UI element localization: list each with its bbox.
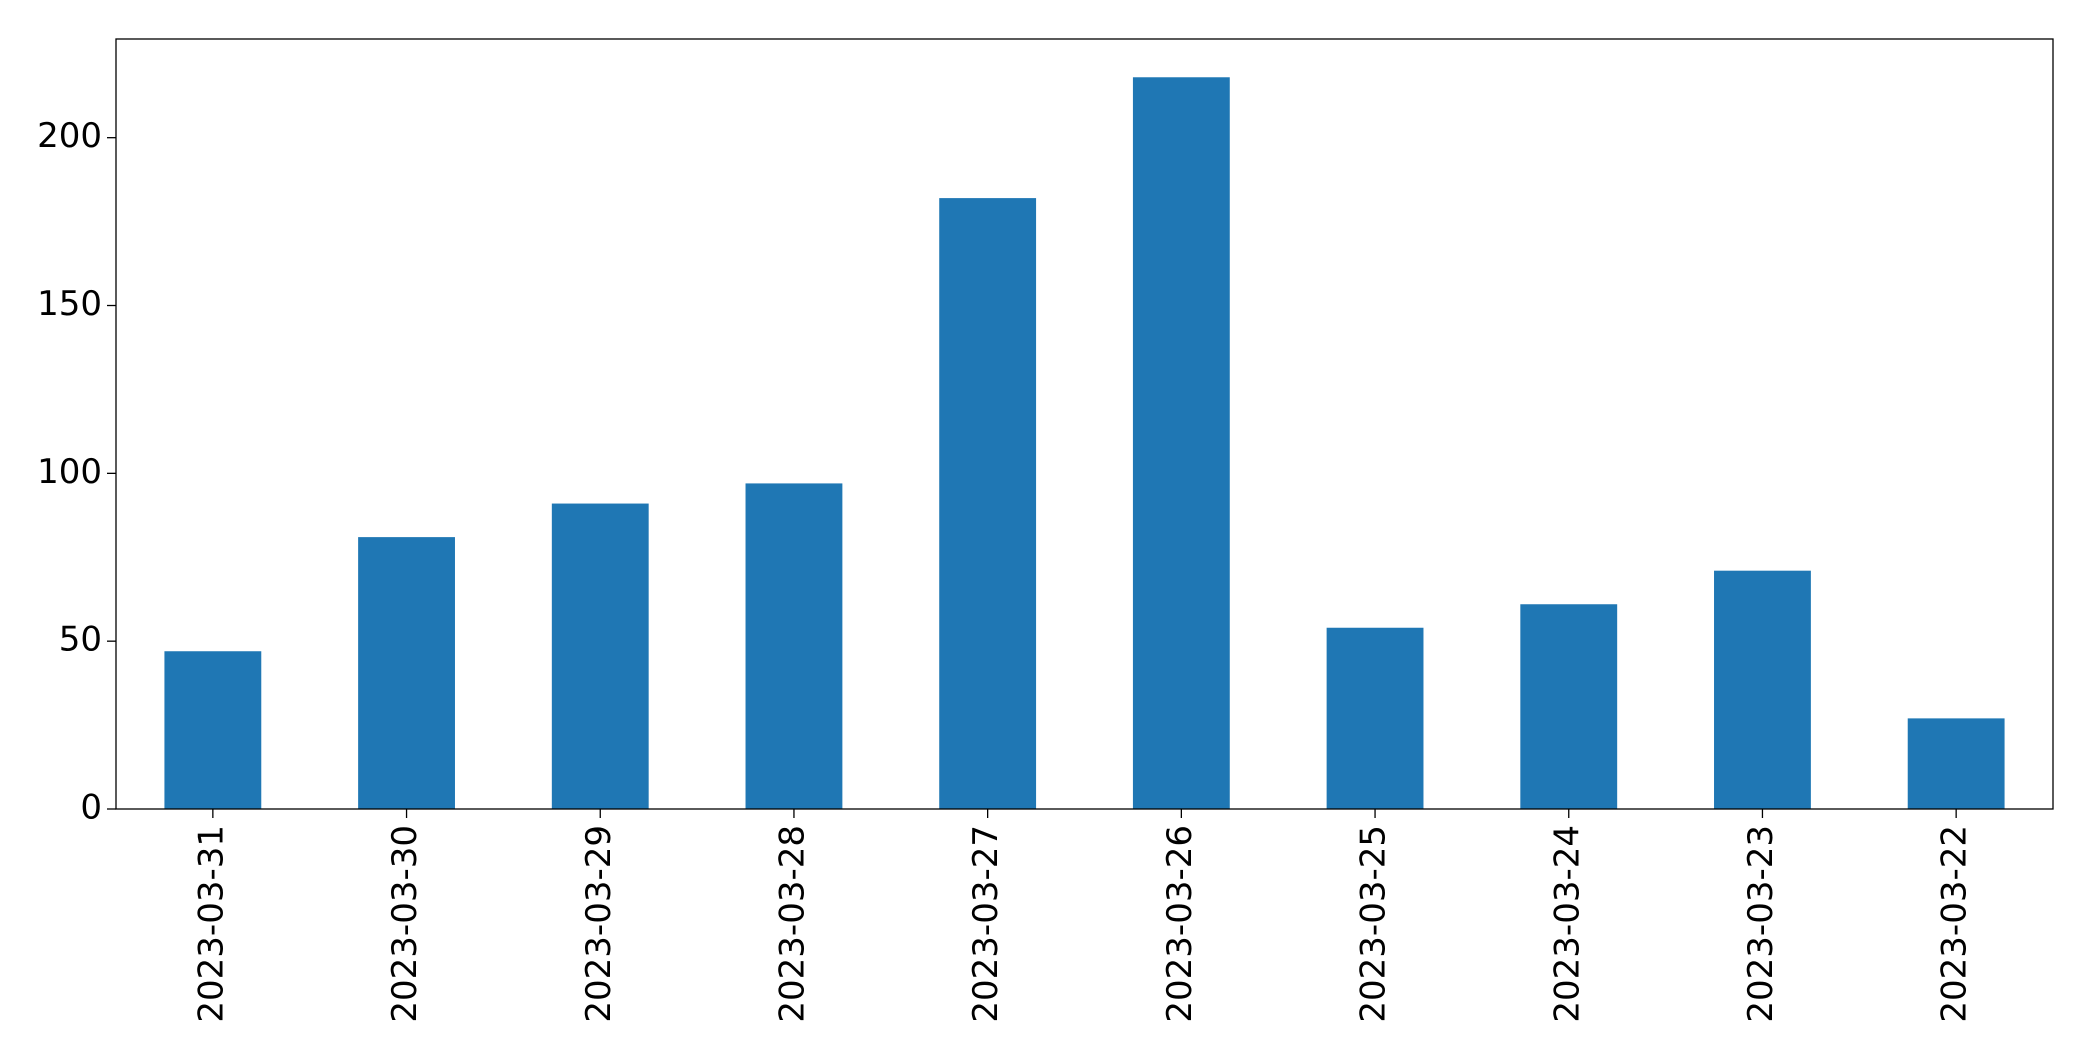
bar	[164, 651, 262, 809]
bar	[939, 198, 1037, 810]
bar	[1520, 604, 1618, 809]
x-tick-label: 2023-03-26	[1160, 825, 1200, 1023]
bar	[1907, 718, 2005, 809]
plot-frame	[115, 38, 2054, 810]
bar	[1326, 627, 1424, 809]
x-tick-label: 2023-03-29	[579, 825, 619, 1023]
x-tick-label: 2023-03-27	[966, 825, 1006, 1023]
y-tick-label: 0	[80, 788, 102, 828]
x-tick-label: 2023-03-30	[385, 825, 425, 1023]
x-tick-label: 2023-03-22	[1935, 825, 1975, 1023]
y-tick-label: 100	[37, 452, 102, 492]
bar	[1132, 77, 1230, 810]
x-tick-label: 2023-03-28	[772, 825, 812, 1023]
y-tick-label: 200	[37, 116, 102, 156]
x-tick-label: 2023-03-25	[1354, 825, 1394, 1023]
bar	[551, 503, 649, 809]
bar	[1714, 570, 1811, 809]
x-tick-label: 2023-03-23	[1741, 825, 1781, 1023]
bar	[358, 537, 455, 809]
y-tick-label: 150	[37, 284, 102, 324]
x-tick-label: 2023-03-31	[191, 825, 231, 1023]
bar	[745, 483, 843, 809]
y-tick-label: 50	[59, 620, 102, 660]
x-tick-label: 2023-03-24	[1547, 825, 1587, 1023]
